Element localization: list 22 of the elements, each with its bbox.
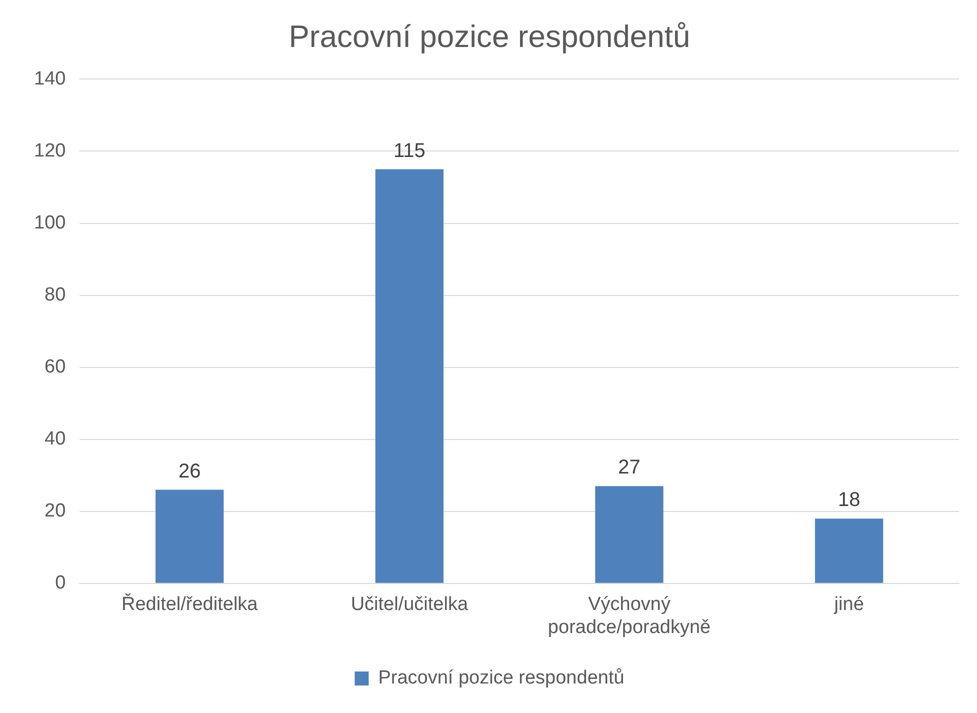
legend-label: Pracovní pozice respondentů — [378, 668, 624, 689]
x-tick-label: Ředitel/ředitelka — [121, 593, 258, 616]
chart-title: Pracovní pozice respondentů — [288, 19, 690, 54]
bar — [156, 490, 224, 583]
data-label: 27 — [618, 456, 640, 479]
y-tick-label: 100 — [34, 212, 66, 234]
data-label: 26 — [178, 460, 201, 482]
bar — [375, 169, 444, 583]
y-tick-label: 120 — [34, 140, 66, 162]
bar — [595, 486, 664, 583]
y-tick-label: 60 — [44, 356, 66, 378]
y-tick-label: 0 — [55, 572, 66, 594]
x-tick-label: Učitel/učitelka — [350, 594, 468, 616]
x-tick-label: jiné — [833, 594, 864, 616]
y-tick-label: 80 — [44, 284, 66, 306]
bar — [815, 518, 884, 583]
data-label: 18 — [838, 489, 860, 512]
y-tick-label: 40 — [44, 428, 66, 450]
y-tick-label: 20 — [44, 500, 66, 522]
y-tick-label: 140 — [34, 68, 66, 90]
x-tick-label: Výchovný poradce/poradkyně — [548, 594, 711, 638]
data-label: 115 — [393, 140, 426, 162]
